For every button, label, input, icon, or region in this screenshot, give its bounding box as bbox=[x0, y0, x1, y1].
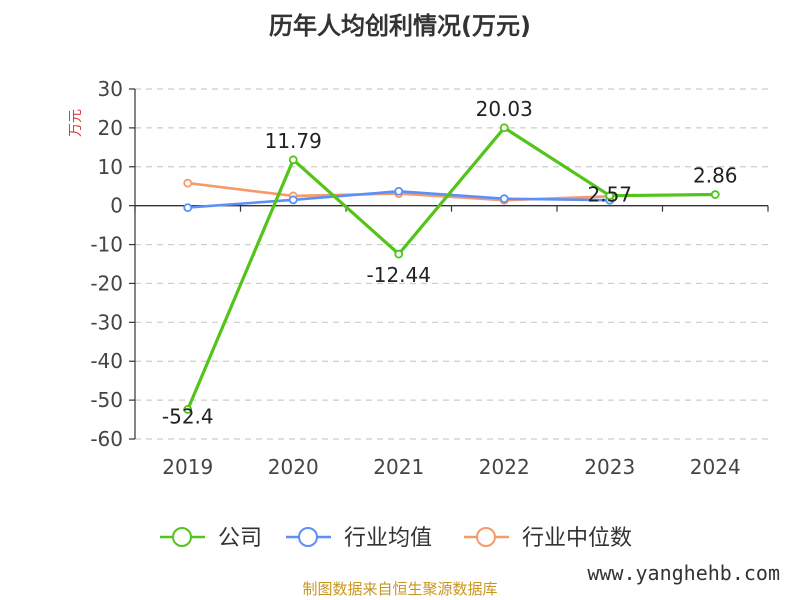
gridlines bbox=[135, 88, 768, 440]
data-point[interactable] bbox=[288, 155, 298, 165]
data-labels: -52.4 11.79 -12.44 20.03 2.57 2.86 bbox=[162, 97, 738, 429]
y-tick-label: 30 bbox=[98, 77, 123, 101]
series-lines bbox=[183, 123, 720, 414]
data-point[interactable] bbox=[288, 195, 298, 205]
x-tick-label: 2020 bbox=[268, 455, 319, 479]
data-point[interactable] bbox=[394, 186, 404, 196]
watermark: www.yanghehb.com bbox=[587, 561, 780, 585]
data-label: -52.4 bbox=[162, 404, 214, 428]
data-point[interactable] bbox=[605, 191, 615, 201]
y-tick-label: 0 bbox=[110, 194, 123, 218]
data-point[interactable] bbox=[183, 203, 193, 213]
y-tick-label: -20 bbox=[90, 271, 123, 295]
y-tick-label: 10 bbox=[98, 155, 123, 179]
data-label: -12.44 bbox=[367, 263, 431, 287]
data-label: 11.79 bbox=[265, 129, 322, 153]
data-point[interactable] bbox=[499, 194, 509, 204]
y-tick-label: -40 bbox=[90, 349, 123, 373]
legend-item[interactable]: 行业均值 bbox=[286, 526, 432, 551]
x-tick-label: 2024 bbox=[690, 455, 741, 479]
y-tick-label: -50 bbox=[90, 388, 123, 412]
x-tick-label: 2022 bbox=[479, 455, 530, 479]
x-tick-label: 2023 bbox=[584, 455, 635, 479]
legend-marker bbox=[476, 527, 496, 547]
data-point[interactable] bbox=[394, 249, 404, 259]
axes: 30 20 10 0 -10 -20 -30 -40 -50 -60 2019 2020 2021 202… bbox=[90, 77, 769, 479]
data-point[interactable] bbox=[710, 190, 720, 199]
legend-label: 行业均值 bbox=[344, 526, 432, 551]
y-tick-label: 20 bbox=[98, 116, 123, 140]
data-label: 20.03 bbox=[476, 97, 533, 121]
y-tick-label: -30 bbox=[90, 310, 123, 334]
data-point[interactable] bbox=[499, 123, 509, 133]
data-point[interactable] bbox=[183, 405, 193, 414]
data-point[interactable] bbox=[183, 178, 193, 188]
legend-item[interactable]: 行业中位数 bbox=[464, 526, 632, 551]
y-tick-label: -10 bbox=[90, 233, 123, 257]
data-label: 2.57 bbox=[587, 183, 632, 207]
y-axis-label: 万元 bbox=[68, 109, 84, 137]
chart-title: 历年人均创利情况(万元) bbox=[269, 12, 531, 40]
series-0 bbox=[183, 123, 720, 414]
legend: 公司 行业均值 行业中位数 bbox=[160, 526, 632, 551]
legend-label: 公司 bbox=[218, 526, 262, 551]
series-line bbox=[186, 126, 716, 411]
series-1 bbox=[183, 186, 615, 213]
y-tick-label: -60 bbox=[90, 427, 123, 451]
x-tick-label: 2021 bbox=[373, 455, 424, 479]
legend-label: 行业中位数 bbox=[522, 526, 632, 551]
source-note: 制图数据来自恒生聚源数据库 bbox=[302, 580, 497, 598]
x-tick-label: 2019 bbox=[162, 455, 213, 479]
legend-marker bbox=[172, 527, 192, 547]
legend-marker bbox=[298, 527, 318, 547]
data-label: 2.86 bbox=[693, 164, 738, 188]
legend-item[interactable]: 公司 bbox=[160, 526, 262, 551]
